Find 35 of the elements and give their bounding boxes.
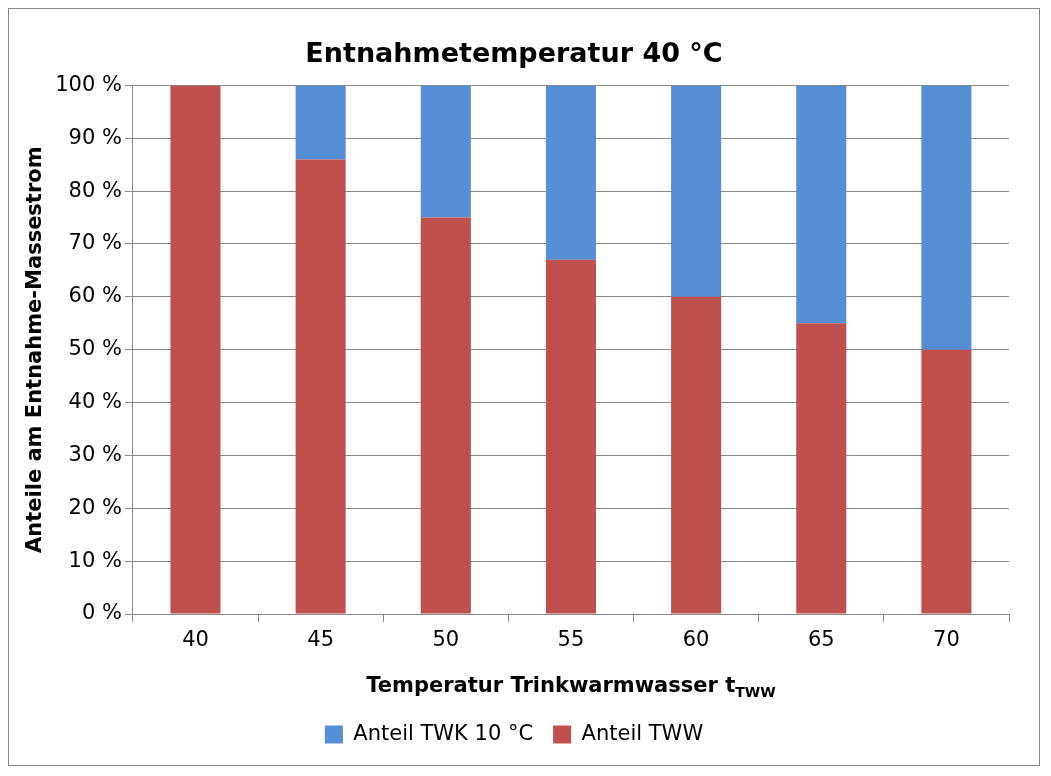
x-tick-label: 50 <box>432 627 460 652</box>
x-tick-label: 60 <box>682 627 710 652</box>
x-tick-label: 40 <box>182 627 209 652</box>
y-tick-label: 40 % <box>68 389 122 414</box>
y-tick-label: 30 % <box>68 441 122 466</box>
bar <box>170 85 221 614</box>
y-tick-label: 80 % <box>68 177 122 202</box>
chart-title: Entnahmetemperatur 40 °C <box>305 37 723 69</box>
bar <box>295 159 346 614</box>
y-tick-label: 90 % <box>68 124 122 149</box>
y-tick-label: 50 % <box>68 336 122 361</box>
bar <box>295 85 346 160</box>
bar <box>420 217 471 614</box>
x-tick-label: 65 <box>807 627 835 652</box>
bar <box>420 85 471 218</box>
y-tick-label: 100 % <box>55 71 122 96</box>
bar <box>545 85 596 260</box>
y-tick-label: 60 % <box>68 283 122 308</box>
bar <box>545 259 596 614</box>
y-tick-label: 0 % <box>81 600 122 625</box>
bar <box>671 85 722 297</box>
bar <box>921 85 972 350</box>
legend-label: Anteil TWK 10 °C <box>353 720 534 745</box>
x-tick-label: 45 <box>307 627 335 652</box>
bar <box>796 323 847 614</box>
bar <box>796 85 847 324</box>
y-tick-label: 70 % <box>68 230 122 255</box>
bar <box>671 296 722 614</box>
y-axis-title: Anteile am Entnahme-Massestrom <box>22 146 47 553</box>
y-tick-label: 20 % <box>68 494 122 519</box>
legend-label: Anteil TWW <box>581 720 704 745</box>
bar <box>921 349 972 614</box>
x-tick-label: 70 <box>933 627 960 652</box>
y-tick-label: 10 % <box>68 547 122 572</box>
x-tick-label: 55 <box>557 627 585 652</box>
